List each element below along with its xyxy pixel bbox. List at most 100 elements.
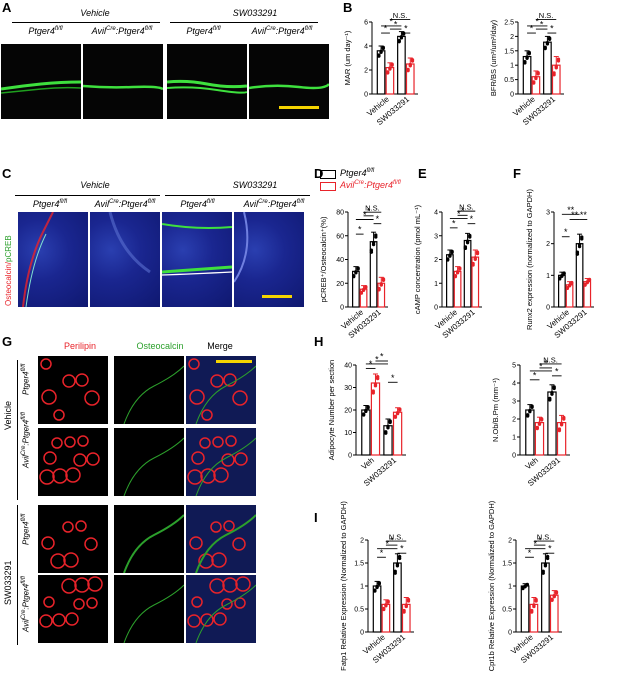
significance-label: * <box>457 209 461 219</box>
y-axis-label: MAR (um day⁻¹) <box>343 30 352 85</box>
data-point <box>356 266 360 270</box>
calcein-image-2 <box>83 44 163 119</box>
significance-label: N.S. <box>459 203 474 212</box>
data-point <box>562 271 566 275</box>
panel-a-genotype-ko-1: AvilCre:Ptger4fl/fl <box>91 26 153 36</box>
y-tick-label: 4 <box>434 210 438 217</box>
data-point <box>361 287 366 292</box>
y-tick-label: 0 <box>510 92 514 99</box>
data-point <box>398 407 402 411</box>
data-point <box>404 603 408 607</box>
y-tick-label: 2 <box>364 68 368 75</box>
y-tick-label: 1 <box>508 584 512 591</box>
significance-label: * <box>375 354 379 364</box>
significance-label: * <box>452 218 456 228</box>
y-tick-label: 4 <box>364 44 368 51</box>
significance-label: * <box>533 370 537 380</box>
data-point <box>543 562 548 566</box>
panel-c-sw-header: SW033291 <box>232 180 278 190</box>
data-point <box>537 421 542 425</box>
significance-label: * <box>394 20 398 30</box>
divider <box>17 360 18 500</box>
y-tick-label: 1.5 <box>502 561 512 568</box>
significance-label: * <box>528 548 532 558</box>
data-point <box>463 245 468 249</box>
x-category-label: Veh <box>524 456 540 472</box>
y-tick-label: 20 <box>344 408 352 415</box>
panel-a-vehicle-header: Vehicle <box>80 8 110 18</box>
bar <box>446 254 454 308</box>
y-tick-label: 1.5 <box>504 48 514 55</box>
calcein-image-4 <box>249 44 329 119</box>
data-point <box>386 424 390 429</box>
data-point <box>410 58 415 62</box>
data-point <box>381 45 385 50</box>
data-point <box>374 233 378 237</box>
data-point <box>408 62 412 67</box>
data-point <box>366 405 370 409</box>
data-point <box>557 276 562 280</box>
significance-label: * <box>380 352 384 362</box>
data-point <box>556 57 561 61</box>
bar <box>556 422 567 456</box>
y-tick-label: 1 <box>510 63 514 70</box>
data-point <box>547 36 552 40</box>
significance-label: N.S. <box>537 533 552 542</box>
y-tick-label: 0 <box>508 630 512 637</box>
data-point <box>354 270 358 274</box>
significance-label: * <box>380 548 384 558</box>
y-axis-label: Runx2 expression (normalized to GAPDH) <box>525 189 534 330</box>
panel-label-i: I <box>314 510 318 525</box>
data-point <box>390 62 394 66</box>
bar <box>397 35 406 95</box>
divider <box>165 195 310 196</box>
data-point <box>397 39 401 43</box>
legend-ctrl-label: Ptger4fl/fl <box>340 168 375 178</box>
data-point <box>445 257 450 261</box>
y-axis-label: cAMP concentration (pmol mL⁻¹) <box>413 204 422 314</box>
data-point <box>455 270 460 274</box>
y-tick-label: 80 <box>336 210 344 217</box>
data-point <box>534 75 538 79</box>
significance-label: * <box>533 539 537 549</box>
y-tick-label: 0.5 <box>502 607 512 614</box>
y-tick-label: 3 <box>512 399 516 406</box>
data-point <box>377 286 381 291</box>
data-point <box>379 282 383 286</box>
significance-label: N.S. <box>393 11 408 20</box>
data-point <box>583 282 587 287</box>
y-tick-label: 0 <box>546 305 550 312</box>
calcein-image-1 <box>1 44 81 119</box>
data-point <box>406 597 411 602</box>
y-tick-label: 20 <box>336 281 344 288</box>
y-tick-label: 1 <box>546 273 550 280</box>
y-tick-label: 10 <box>344 430 352 437</box>
y-tick-label: 1 <box>434 281 438 288</box>
panel-a-genotype-ctrl-2: Ptger4fl/fl <box>186 26 221 36</box>
y-tick-label: 0 <box>512 453 516 460</box>
significance-label: * <box>539 361 543 371</box>
significance-label: * <box>363 210 367 220</box>
pcreb-image-3 <box>162 212 232 307</box>
significance-label: * <box>564 227 568 237</box>
data-point <box>577 242 582 247</box>
panel-g-image-10 <box>38 575 108 643</box>
significance-label: N.S. <box>539 11 554 20</box>
data-point <box>364 408 368 413</box>
data-point <box>567 283 572 287</box>
data-point <box>552 593 556 598</box>
calcein-image-3 <box>167 44 247 119</box>
bar <box>377 282 386 308</box>
data-point <box>395 562 400 566</box>
bar <box>520 585 530 633</box>
data-point <box>525 413 530 417</box>
y-tick-label: 2 <box>512 417 516 424</box>
data-point <box>535 425 539 430</box>
bar <box>383 425 393 456</box>
significance-label: * <box>535 16 539 26</box>
legend-swatch-ctrl <box>320 170 336 179</box>
data-point <box>458 266 462 270</box>
y-axis-label: BFR/BS (um³/um²/day) <box>489 19 498 96</box>
y-tick-label: 2.5 <box>504 20 514 27</box>
